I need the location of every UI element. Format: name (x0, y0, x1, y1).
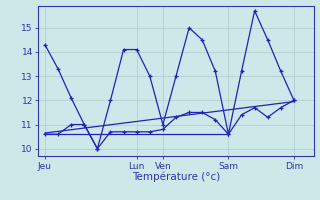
X-axis label: Température (°c): Température (°c) (132, 172, 220, 182)
